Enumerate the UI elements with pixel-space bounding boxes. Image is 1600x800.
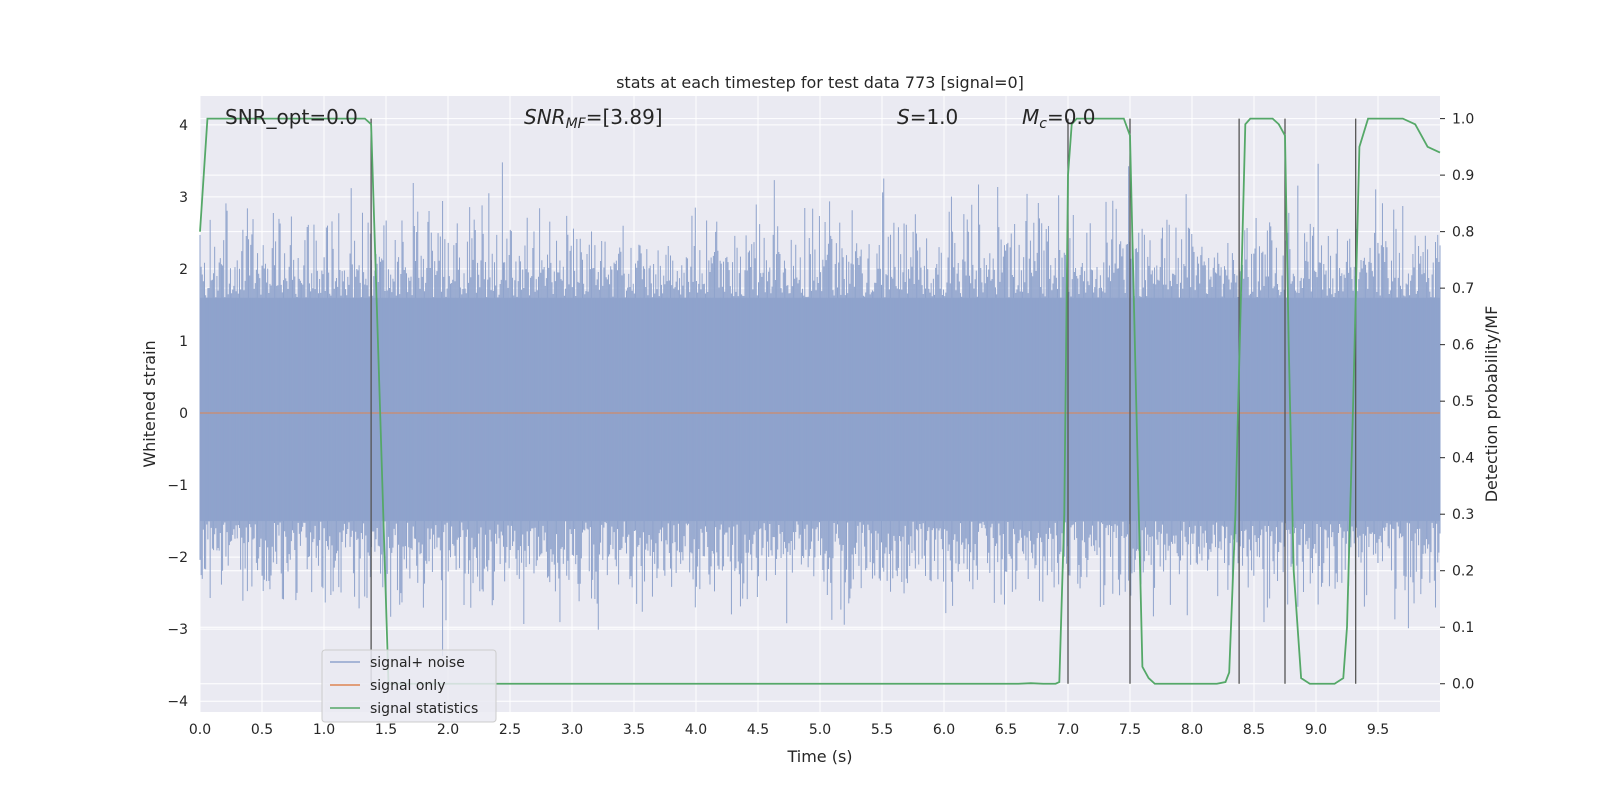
x-tick-label: 1.5 <box>375 722 397 738</box>
x-tick-label: 2.0 <box>437 722 459 738</box>
mc-sub: c <box>1039 116 1047 132</box>
y-tick-label: 3 <box>179 190 188 206</box>
x-tick-label: 9.0 <box>1305 722 1327 738</box>
x-tick-label: 2.5 <box>499 722 521 738</box>
legend: signal+ noise signal only signal statist… <box>321 649 497 723</box>
x-tick-label: 8.5 <box>1243 722 1265 738</box>
y2-tick-label: 0.8 <box>1452 225 1474 241</box>
y-tick-label: −4 <box>167 694 188 710</box>
mc-value: =0.0 <box>1047 105 1096 129</box>
x-axis-label: Time (s) <box>786 747 852 766</box>
y2-tick-label: 0.3 <box>1452 507 1474 523</box>
y-axis-ticks: 4 3 2 1 0 −1 −2 −3 −4 <box>167 118 188 710</box>
annotation-snr-mf: SNRMF=[3.89] <box>524 105 663 132</box>
noise-trace <box>199 162 1441 656</box>
annotation-snr-opt: SNR_opt=0.0 <box>225 105 358 129</box>
y2-axis-label: Detection probability/MF <box>1482 306 1501 503</box>
x-tick-label: 0.0 <box>189 722 211 738</box>
x-tick-label: 4.0 <box>685 722 707 738</box>
annotation-mc: Mc=0.0 <box>1022 105 1096 132</box>
y-tick-label: 0 <box>179 406 188 422</box>
x-tick-label: 9.5 <box>1367 722 1389 738</box>
y2-tick-label: 0.0 <box>1452 677 1474 693</box>
s-value: =1.0 <box>910 105 959 129</box>
y2-tick-label: 0.6 <box>1452 338 1474 354</box>
legend-label-signal-statistics: signal statistics <box>370 701 478 717</box>
snr-mf-base: SNR <box>524 105 566 129</box>
mc-base: M <box>1022 105 1039 129</box>
x-tick-label: 6.5 <box>995 722 1017 738</box>
y2-axis-ticks: 1.0 0.9 0.8 0.7 0.6 0.5 0.4 0.3 0.2 0.1 0.0 <box>1440 112 1474 693</box>
y-tick-label: 2 <box>179 262 188 278</box>
y2-tick-label: 0.7 <box>1452 281 1474 297</box>
y2-tick-label: 0.4 <box>1452 451 1474 467</box>
y2-tick-label: 0.2 <box>1452 564 1474 580</box>
y-tick-label: 4 <box>179 118 188 134</box>
legend-label-noise: signal+ noise <box>370 655 465 671</box>
x-tick-label: 8.0 <box>1181 722 1203 738</box>
x-tick-label: 5.5 <box>871 722 893 738</box>
x-tick-label: 1.0 <box>313 722 335 738</box>
x-tick-label: 7.0 <box>1057 722 1079 738</box>
annotation-s: S=1.0 <box>897 105 958 129</box>
y2-tick-label: 1.0 <box>1452 112 1474 128</box>
x-tick-label: 0.5 <box>251 722 273 738</box>
snr-mf-value: =[3.89] <box>586 105 663 129</box>
chart-title: stats at each timestep for test data 773… <box>616 73 1024 92</box>
x-tick-label: 3.0 <box>561 722 583 738</box>
snr-mf-sub: MF <box>566 116 587 132</box>
x-tick-label: 3.5 <box>623 722 645 738</box>
x-axis-ticks: 0.0 0.5 1.0 1.5 2.0 2.5 3.0 3.5 4.0 4.5 5.0 5.5 6.0 6… <box>189 722 1389 738</box>
y-tick-label: −3 <box>167 622 188 638</box>
x-tick-label: 7.5 <box>1119 722 1141 738</box>
x-tick-label: 4.5 <box>747 722 769 738</box>
noise-series <box>199 162 1441 656</box>
y2-tick-label: 0.1 <box>1452 620 1474 636</box>
legend-label-signal-only: signal only <box>370 678 445 694</box>
x-tick-label: 5.0 <box>809 722 831 738</box>
s-label: S <box>897 105 910 129</box>
x-tick-label: 6.0 <box>933 722 955 738</box>
y2-tick-label: 0.9 <box>1452 168 1474 184</box>
y-tick-label: −2 <box>167 550 188 566</box>
y-tick-label: 1 <box>179 334 188 350</box>
legend-box <box>321 649 497 723</box>
y-axis-label: Whitened strain <box>140 340 159 467</box>
y2-tick-label: 0.5 <box>1452 394 1474 410</box>
y-tick-label: −1 <box>167 478 188 494</box>
